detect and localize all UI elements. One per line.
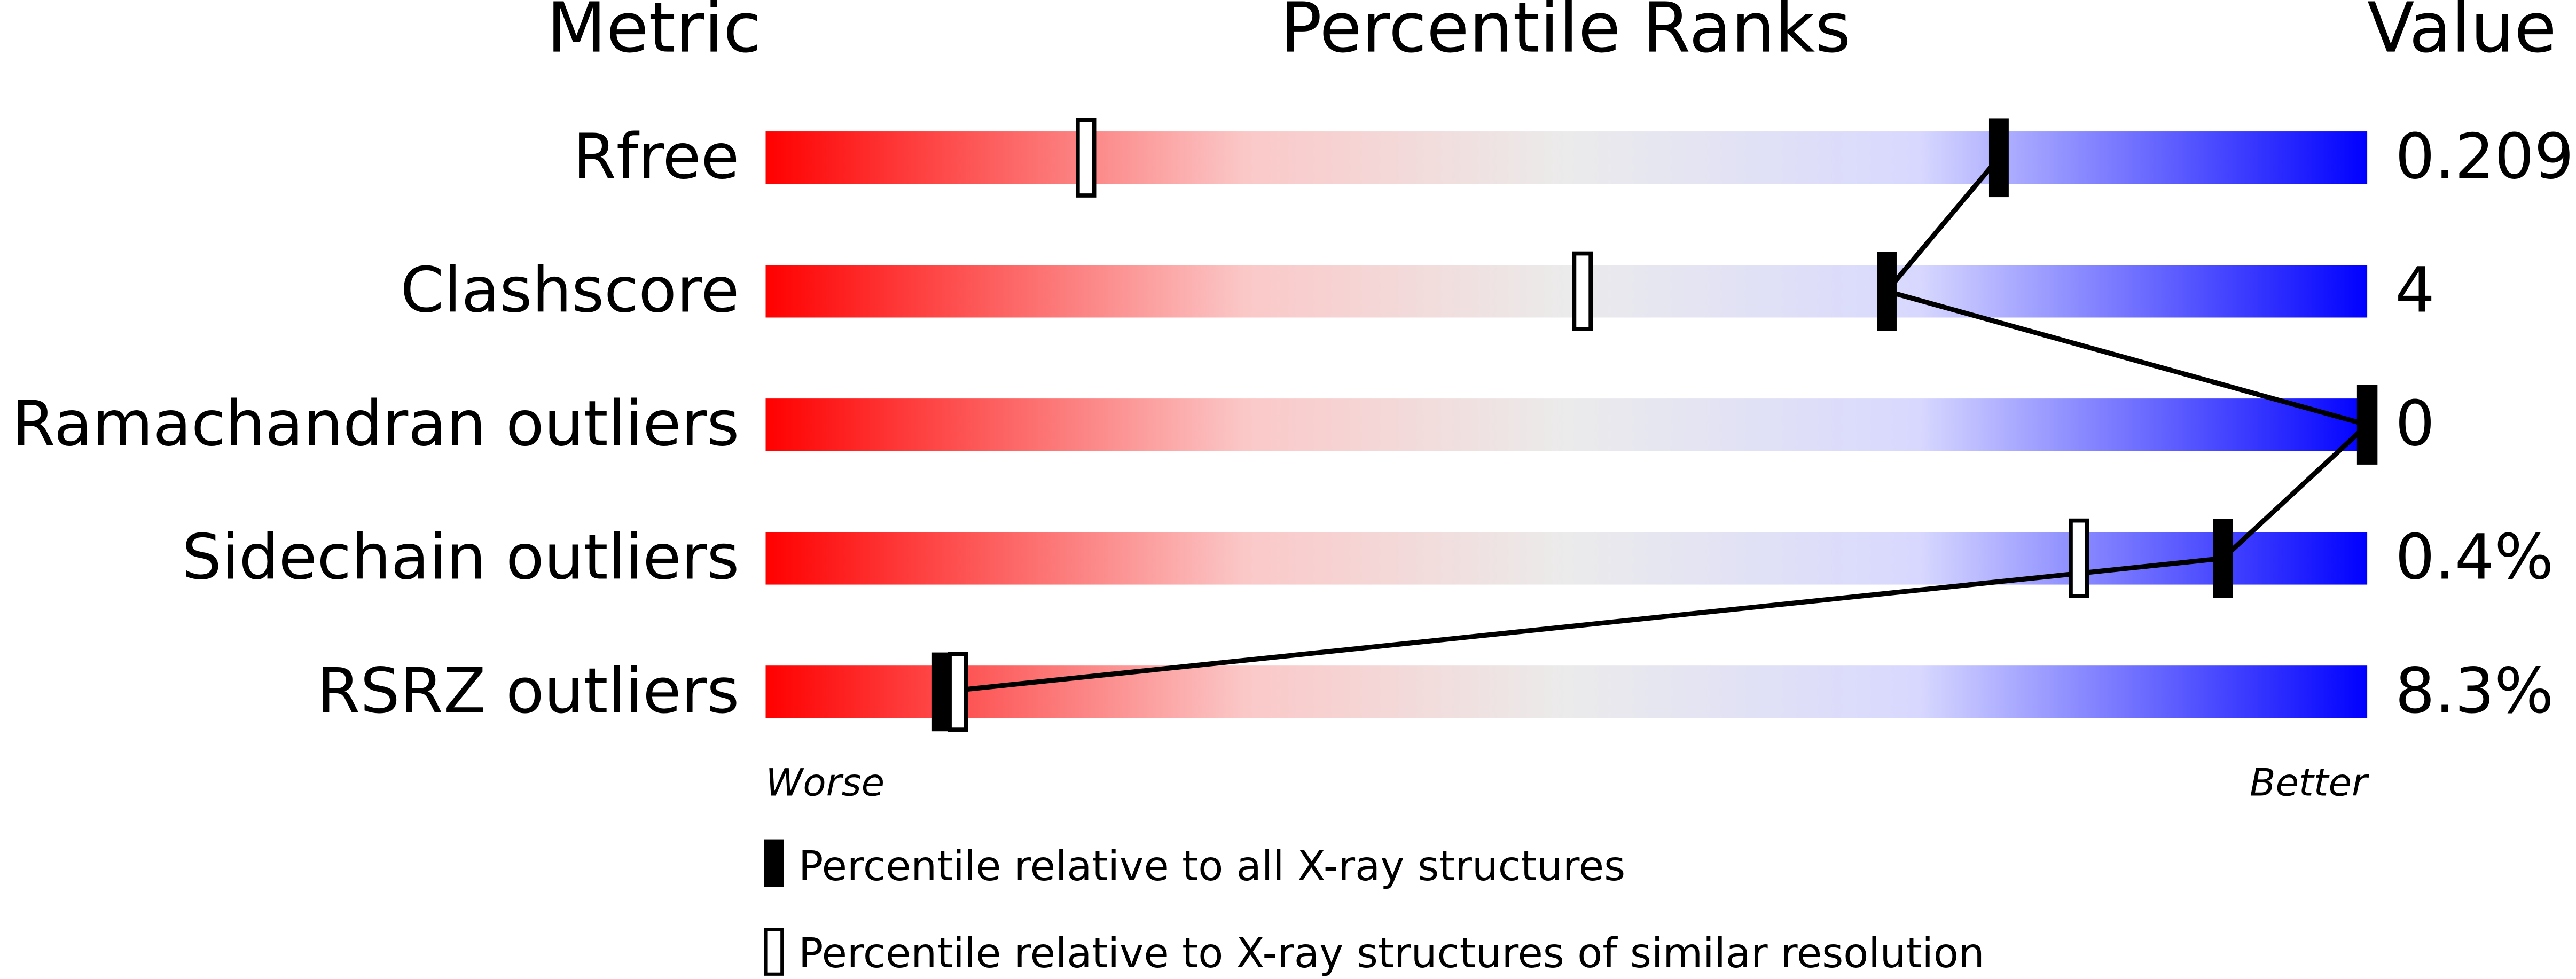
marker-similar bbox=[1075, 118, 1097, 198]
value-label: 0.4% bbox=[2395, 521, 2554, 594]
value-label: 4 bbox=[2395, 254, 2434, 327]
header: Metric bbox=[547, 0, 762, 68]
marker-similar bbox=[1572, 251, 1593, 331]
metric-label: RSRZ outliers bbox=[317, 655, 739, 727]
percentile-bar bbox=[765, 265, 2368, 318]
marker-all bbox=[1988, 118, 2009, 198]
legend-label: Percentile relative to all X-ray structu… bbox=[798, 843, 1625, 890]
percentile-bar bbox=[765, 665, 2368, 718]
value-label: 0 bbox=[2395, 388, 2434, 460]
metric-label: Sidechain outliers bbox=[182, 521, 739, 594]
metric-label: Clashscore bbox=[401, 254, 740, 327]
axis-label: Better bbox=[2250, 761, 2369, 805]
marker-all bbox=[931, 652, 952, 732]
percentile-bar bbox=[765, 131, 2368, 184]
header: Percentile Ranks bbox=[1280, 0, 1851, 68]
metric-label: Ramachandran outliers bbox=[12, 388, 739, 460]
percentile-bar bbox=[765, 398, 2368, 451]
marker-all bbox=[2213, 519, 2233, 598]
marker-all bbox=[2357, 385, 2377, 465]
legend-icon bbox=[764, 928, 784, 976]
marker-all bbox=[1877, 252, 1897, 331]
legend-icon bbox=[764, 839, 784, 887]
axis-label: Worse bbox=[765, 761, 884, 805]
metric-label: Rfree bbox=[573, 121, 740, 193]
marker-similar bbox=[948, 652, 968, 732]
marker-similar bbox=[2069, 518, 2089, 598]
value-label: 0.209 bbox=[2395, 121, 2574, 193]
legend-label: Percentile relative to X-ray structures … bbox=[798, 930, 1985, 977]
value-label: 8.3% bbox=[2395, 655, 2554, 727]
percentile-bar bbox=[765, 532, 2368, 585]
header: Value bbox=[2367, 0, 2557, 68]
